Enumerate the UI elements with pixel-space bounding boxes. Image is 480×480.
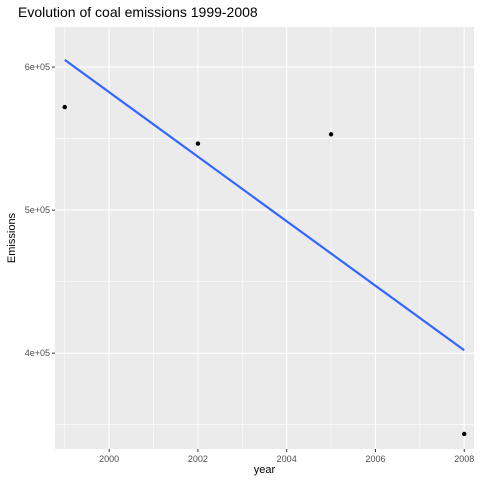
y-tick-label: 5e+05 [25,205,50,215]
data-point [462,431,467,437]
grid-minor [55,27,474,449]
y-tick-label: 4e+05 [25,348,50,358]
y-axis: 4e+05 5e+05 6e+05 [25,62,55,358]
x-axis-title: year [254,464,276,476]
x-tick-label: 2008 [454,454,474,464]
grid-major [55,27,474,449]
data-point [62,104,67,110]
trend-line-layer [64,59,465,352]
trend-line [64,59,465,352]
y-tick-label: 6e+05 [25,62,50,72]
y-axis-title: Emissions [6,212,18,263]
x-tick-label: 2004 [277,454,297,464]
chart-title: Evolution of coal emissions 1999-2008 [18,4,258,20]
data-point [328,132,334,137]
x-tick-label: 2002 [188,454,208,464]
plot-panel [55,27,474,449]
data-point [195,141,201,146]
points-layer [62,104,467,437]
x-tick-label: 2000 [99,454,119,464]
x-tick-label: 2006 [365,454,385,464]
x-axis: 2000 2002 2004 2006 2008 [99,449,474,464]
